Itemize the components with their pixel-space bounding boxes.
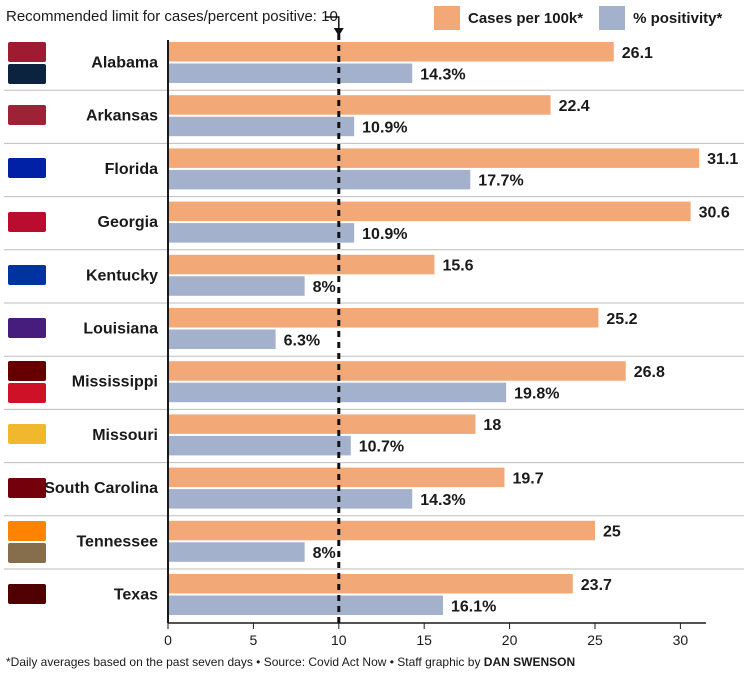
category-label: Florida [105,161,158,178]
bar-positivity [168,169,471,190]
legend-label-cases: Cases per 100k* [468,9,584,27]
data-label-positivity: 14.3% [420,492,465,509]
bar-positivity [168,63,413,83]
data-label-positivity: 14.3% [420,66,465,83]
bar-cases [168,42,614,62]
category-label: Mississippi [72,374,158,391]
data-label-positivity: 8% [313,545,336,562]
bar-positivity [168,542,305,562]
data-label-positivity: 6.3% [284,332,320,349]
category-label: Arkansas [86,108,158,125]
reference-annotation: Recommended limit for cases/percent posi… [6,8,338,25]
data-label-cases: 22.4 [559,98,590,115]
bar-cases [168,467,505,488]
mississippi-state-logo-icon [8,361,46,382]
data-label-positivity: 17.7% [478,173,523,190]
bar-cases [168,201,691,222]
reference-arrow [333,28,344,36]
missouri-logo-icon [8,424,46,445]
category-label: Texas [114,587,158,604]
x-tick-label: 10 [331,632,347,648]
category-label: Kentucky [86,267,158,284]
x-tick-label: 5 [249,632,257,648]
data-label-cases: 31.1 [707,151,738,168]
bar-cases [168,361,626,381]
data-label-cases: 23.7 [581,577,612,594]
bar-positivity [168,435,351,456]
alabama-logo-icon [8,42,46,62]
bar-cases [168,520,595,541]
bar-cases [168,308,599,328]
category-label: Tennessee [76,533,158,550]
data-label-cases: 26.1 [622,45,653,62]
arkansas-logo-icon [8,105,46,126]
data-label-positivity: 8% [313,279,336,296]
data-label-cases: 26.8 [634,364,665,381]
georgia-logo-icon [8,211,46,232]
bar-positivity [168,223,355,243]
footnote-byline: DAN SWENSON [483,655,576,669]
bar-positivity [168,595,443,615]
tennessee-logo-icon [8,520,46,541]
kentucky-logo-icon [8,264,46,285]
legend-swatch-cases [434,6,460,30]
bar-positivity [168,489,413,509]
reference-connector [324,16,340,30]
auburn-logo-icon [8,64,46,84]
x-tick-label: 30 [673,632,689,648]
data-label-cases: 25 [603,524,621,541]
footnote: *Daily averages based on the past seven … [6,655,575,669]
data-label-positivity: 10.9% [362,119,407,136]
category-label: Georgia [98,214,159,231]
bar-positivity [168,382,507,403]
bar-cases [168,148,700,168]
bar-positivity [168,116,355,137]
legend: Cases per 100k* % positivity* [434,6,738,30]
data-label-positivity: 16.1% [451,598,496,615]
legend-label-positivity: % positivity* [633,9,723,27]
bar-cases [168,574,573,594]
x-tick-label: 15 [416,632,432,648]
bar-positivity [168,329,276,349]
south-carolina-logo-icon [8,477,46,498]
data-label-cases: 19.7 [512,470,543,487]
data-label-cases: 30.6 [699,204,730,221]
legend-item-cases: Cases per 100k* [434,6,583,30]
ole-miss-logo-icon [8,383,46,404]
bar-cases [168,95,551,115]
category-label: South Carolina [44,480,158,497]
data-label-positivity: 10.9% [362,226,407,243]
footnote-text: *Daily averages based on the past seven … [6,655,484,669]
bar-cases [168,414,476,434]
category-label: Alabama [91,55,158,72]
x-tick-label: 20 [502,632,518,648]
florida-logo-icon [8,158,46,179]
legend-swatch-positivity [599,6,626,30]
data-label-cases: 15.6 [442,258,473,275]
x-tick-label: 0 [164,632,172,648]
texas-am-logo-icon [8,584,46,604]
data-label-positivity: 10.7% [359,439,404,456]
lsu-logo-icon [8,318,46,338]
category-label: Louisiana [83,321,158,338]
vanderbilt-logo-icon [8,542,46,563]
x-tick-label: 25 [587,632,603,648]
data-label-positivity: 19.8% [514,385,559,402]
bar-positivity [168,276,305,296]
data-label-cases: 25.2 [606,311,637,328]
legend-item-positivity: % positivity* [599,6,722,30]
category-label: Missouri [92,427,158,444]
bar-cases [168,254,435,275]
data-label-cases: 18 [483,417,501,434]
